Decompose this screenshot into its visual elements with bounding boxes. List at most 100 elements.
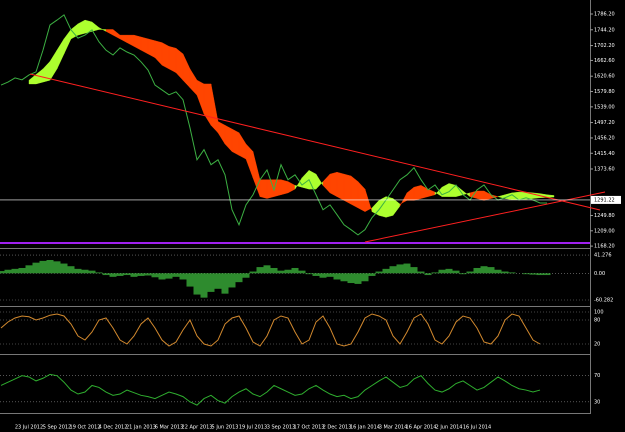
histogram-bar — [95, 272, 103, 274]
histogram-bar — [396, 264, 404, 274]
histogram-bar — [480, 266, 488, 274]
histogram-bar — [340, 273, 348, 282]
histogram-bar — [270, 267, 278, 274]
histogram-bar — [305, 273, 313, 275]
cloud-segment — [350, 175, 359, 209]
histogram-bar — [529, 273, 537, 275]
x-tick-label: 5 Jun 2013 — [212, 425, 239, 431]
histogram-bar — [179, 273, 187, 280]
histogram-bar — [466, 271, 474, 274]
y-tick-label: -60.282 — [594, 297, 613, 303]
y-tick-label: 1702.20 — [594, 43, 615, 49]
histogram-bar — [109, 273, 117, 277]
cloud-segment — [413, 185, 422, 201]
y-tick-label: 1209.00 — [594, 228, 615, 234]
histogram-bar — [193, 273, 201, 295]
y-tick-label: 1786.20 — [594, 12, 615, 18]
y-tick-label: 1168.20 — [594, 244, 615, 250]
y-tick-label: 20 — [594, 342, 600, 348]
histogram-bar — [403, 263, 411, 274]
y-tick-label: 1662.60 — [594, 58, 615, 64]
histogram-bar — [67, 266, 75, 274]
histogram-bar — [431, 272, 439, 274]
cloud-segment — [280, 179, 289, 196]
histogram-bar — [494, 269, 502, 274]
histogram-bar — [221, 273, 229, 294]
histogram-bar — [74, 268, 82, 274]
trend-line — [364, 191, 606, 243]
cloud-segment — [266, 179, 275, 199]
x-tick-label: 16 Jan 2014 — [350, 425, 380, 431]
histogram-bar — [165, 273, 173, 279]
histogram-bar — [116, 273, 124, 276]
cloud-segment — [259, 179, 268, 199]
x-tick-label: 3 Mar 2014 — [379, 425, 408, 431]
histogram-bar — [158, 273, 166, 280]
histogram-bar — [53, 261, 61, 274]
histogram-bar — [137, 273, 145, 276]
y-tick-label: 100 — [594, 310, 604, 316]
x-tick-label: 2 Jun 2014 — [436, 425, 463, 431]
histogram-bar — [543, 273, 551, 276]
histogram-bar — [452, 270, 460, 274]
histogram-bar — [214, 273, 222, 289]
x-tick-label: 16 Jul 2014 — [463, 425, 491, 431]
x-tick-label: 16 Apr 2014 — [406, 425, 437, 431]
histogram-bar — [424, 273, 432, 276]
trend-line — [29, 73, 601, 211]
cloud-segment — [161, 42, 170, 70]
x-tick-label: 23 Jul 2012 — [15, 425, 43, 431]
histogram-bar — [102, 273, 110, 276]
histogram-bar — [382, 268, 390, 274]
histogram-bar — [256, 267, 264, 274]
histogram-bar — [144, 273, 152, 276]
histogram-bar — [417, 271, 425, 274]
cloud-segment — [273, 179, 282, 197]
histogram-bar — [46, 260, 54, 274]
histogram-bar — [326, 273, 334, 277]
cloud-segment — [336, 171, 345, 201]
histogram-bar — [459, 273, 467, 275]
y-tick-label: 1744.20 — [594, 27, 615, 33]
x-tick-label: 5 Sep 2012 — [43, 425, 72, 431]
histogram-bar — [25, 265, 33, 274]
histogram-bar — [39, 260, 47, 274]
y-tick-label: 1415.40 — [594, 151, 615, 157]
current-price-box — [591, 195, 621, 204]
cloud-segment — [476, 190, 485, 201]
histogram-bar — [186, 273, 194, 287]
y-tick-label: 1620.60 — [594, 74, 615, 80]
y-tick-label: 30 — [594, 399, 600, 405]
x-tick-label: 19 Oct 2012 — [70, 425, 101, 431]
histogram-bar — [536, 273, 544, 276]
histogram-bar — [347, 273, 355, 284]
x-tick-label: 4 Dec 2012 — [99, 425, 128, 431]
histogram-bar — [375, 271, 383, 274]
y-tick-label: 70 — [594, 373, 600, 379]
x-tick-label: 6 Mar 2013 — [155, 425, 184, 431]
y-tick-label: 1497.20 — [594, 120, 615, 126]
histogram-bar — [130, 273, 138, 277]
cloud-segment — [329, 171, 338, 197]
histogram-bar — [389, 266, 397, 274]
histogram-bar — [32, 262, 40, 274]
histogram-bar — [88, 270, 96, 274]
histogram-bar — [333, 273, 341, 280]
histogram-bar — [508, 272, 516, 274]
histogram-bar — [81, 269, 89, 274]
histogram-bar — [487, 267, 495, 274]
histogram-bar — [284, 269, 292, 274]
histogram-bar — [368, 273, 376, 276]
histogram-bar — [207, 273, 215, 292]
histogram-bar — [200, 273, 208, 298]
x-tick-label: 3 Sep 2013 — [267, 425, 296, 431]
price-line — [0, 313, 541, 347]
y-tick-label: 1579.80 — [594, 89, 615, 95]
histogram-bar — [354, 273, 362, 284]
y-tick-label: 80 — [594, 318, 600, 324]
histogram-bar — [151, 273, 159, 278]
histogram-bar — [361, 273, 369, 282]
y-tick-label: 1456.20 — [594, 135, 615, 141]
